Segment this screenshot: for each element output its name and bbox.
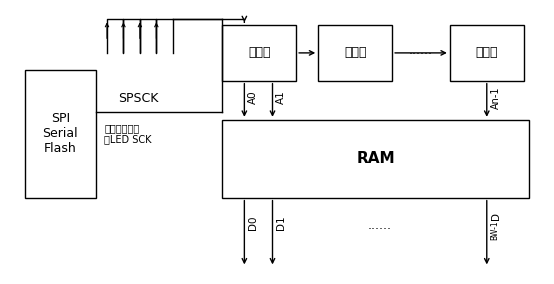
Text: RAM: RAM [356, 151, 395, 166]
Text: A1: A1 [276, 91, 286, 104]
Text: D: D [491, 212, 501, 220]
Text: 计数器: 计数器 [344, 46, 366, 59]
Text: An-1: An-1 [491, 86, 501, 109]
Text: SPI
Serial
Flash: SPI Serial Flash [43, 112, 78, 155]
Text: BW-1: BW-1 [491, 221, 500, 240]
Text: 适当延时后做
为LED SCK: 适当延时后做 为LED SCK [104, 123, 152, 145]
Text: A0: A0 [248, 91, 258, 104]
Text: D1: D1 [276, 216, 286, 230]
Bar [222, 25, 296, 81]
Text: ......: ...... [409, 44, 433, 57]
Text: 计数器: 计数器 [475, 46, 498, 59]
Bar [25, 70, 96, 198]
Text: SPSCK: SPSCK [118, 92, 158, 105]
Text: 计数器: 计数器 [248, 46, 270, 59]
Bar [222, 120, 529, 198]
Text: D0: D0 [248, 216, 258, 230]
Bar [318, 25, 392, 81]
Bar [450, 25, 524, 81]
Text: ......: ...... [368, 219, 392, 232]
